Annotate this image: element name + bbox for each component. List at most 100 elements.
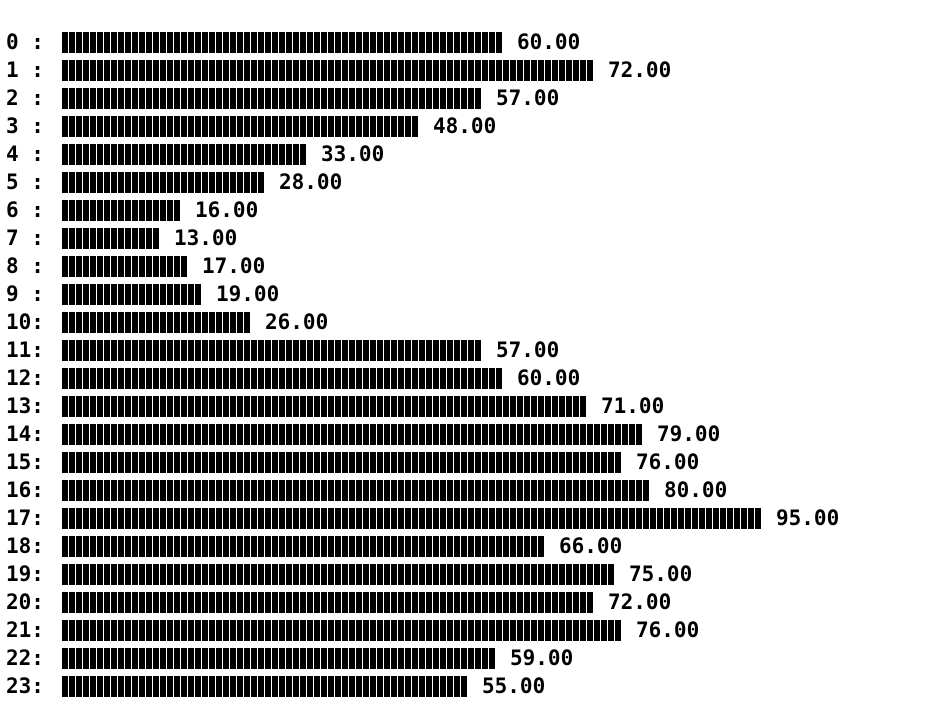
bar-segment [216, 396, 222, 417]
bar-segment [559, 480, 565, 501]
bar-segment [223, 424, 229, 445]
bar-segment [475, 60, 481, 81]
bar-segment [111, 452, 117, 473]
bar-segment [174, 60, 180, 81]
bar-segment [300, 424, 306, 445]
bar-segment [468, 592, 474, 613]
bar-segment [83, 116, 89, 137]
bar-segment [62, 368, 68, 389]
bar-segment [181, 88, 187, 109]
bar-segment [335, 452, 341, 473]
bar-segment [503, 592, 509, 613]
bar-segment [265, 620, 271, 641]
bar-segment [167, 284, 173, 305]
bar-segment [447, 676, 453, 697]
bar-segment [412, 32, 418, 53]
bar-segment [293, 60, 299, 81]
bar-segment [356, 536, 362, 557]
bar-segment [104, 396, 110, 417]
bar-segment [153, 172, 159, 193]
bar-segment [216, 648, 222, 669]
bar-segment [363, 32, 369, 53]
bar-segment [510, 60, 516, 81]
bar-segment [377, 676, 383, 697]
bar-segment [461, 396, 467, 417]
bar-segment [475, 508, 481, 529]
bar-segment [573, 592, 579, 613]
bar-segment [174, 172, 180, 193]
bar-segment [482, 536, 488, 557]
bar-segment [132, 340, 138, 361]
bar-segment [496, 620, 502, 641]
bar-segment [174, 620, 180, 641]
bar-segment [356, 340, 362, 361]
bar-segment [503, 620, 509, 641]
bar-segment [328, 480, 334, 501]
bar-segment [258, 172, 264, 193]
bar-segment [167, 116, 173, 137]
bar-segment [335, 536, 341, 557]
bar-segment [370, 116, 376, 137]
bar-segment [440, 676, 446, 697]
bar-segment [62, 592, 68, 613]
bar-segment [90, 200, 96, 221]
bar-segment [391, 452, 397, 473]
bar [62, 88, 481, 109]
bar-segment [391, 536, 397, 557]
bar-segment [244, 592, 250, 613]
bar-segment [104, 564, 110, 585]
bar-segment [363, 424, 369, 445]
bar-segment [69, 480, 75, 501]
bar-segment [405, 536, 411, 557]
bar-segment [363, 480, 369, 501]
bar-segment [237, 564, 243, 585]
bar-segment [594, 564, 600, 585]
bar-segment [202, 452, 208, 473]
bar-segment [167, 648, 173, 669]
bar-segment [146, 396, 152, 417]
bar-segment [405, 508, 411, 529]
bar-segment [328, 592, 334, 613]
bar-segment [76, 60, 82, 81]
bar-segment [223, 564, 229, 585]
bar-segment [125, 116, 131, 137]
bar-segment [489, 32, 495, 53]
bar-segment [587, 480, 593, 501]
bar-segment [265, 480, 271, 501]
bar-segment [216, 508, 222, 529]
row-label: 6 : [6, 198, 44, 222]
bar-segment [118, 60, 124, 81]
bar-segment [237, 480, 243, 501]
bar-segment [370, 620, 376, 641]
bar-segment [629, 424, 635, 445]
bar-segment [419, 368, 425, 389]
bar-segment [412, 564, 418, 585]
bar-segment [265, 564, 271, 585]
bar-segment [286, 480, 292, 501]
bar-segment [195, 60, 201, 81]
bar-segment [104, 620, 110, 641]
bar-segment [244, 144, 250, 165]
bar-segment [202, 116, 208, 137]
bar-segment [342, 508, 348, 529]
bar-segment [139, 676, 145, 697]
bar-segment [237, 116, 243, 137]
bar-segment [118, 620, 124, 641]
bar-segment [286, 368, 292, 389]
bar-segment [244, 536, 250, 557]
bar-segment [62, 340, 68, 361]
bar-segment [307, 508, 313, 529]
bar-segment [321, 564, 327, 585]
bar-segment [188, 368, 194, 389]
bar-segment [307, 396, 313, 417]
bar-segment [328, 620, 334, 641]
bar-segment [265, 452, 271, 473]
bar-segment [62, 32, 68, 53]
bar-segment [314, 424, 320, 445]
bar-segment [398, 396, 404, 417]
bar-segment [223, 508, 229, 529]
bar-segment [349, 452, 355, 473]
bar-segment [97, 340, 103, 361]
bar-segment [503, 508, 509, 529]
bar-segment [433, 480, 439, 501]
